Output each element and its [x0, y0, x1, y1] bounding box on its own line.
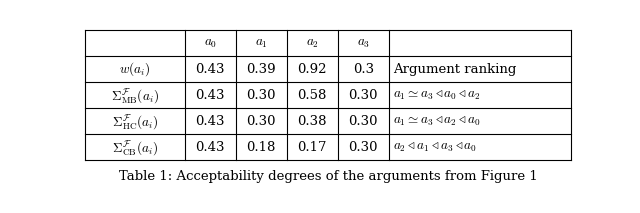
Text: $a_2$: $a_2$: [306, 37, 319, 50]
Text: 0.43: 0.43: [195, 63, 225, 76]
Text: $w(a_i)$: $w(a_i)$: [119, 60, 150, 78]
Text: 0.43: 0.43: [195, 89, 225, 102]
Text: $a_1$: $a_1$: [255, 37, 268, 50]
Text: 0.38: 0.38: [298, 115, 327, 128]
Text: $a_0$: $a_0$: [204, 37, 217, 50]
Text: $a_3$: $a_3$: [356, 37, 370, 50]
Text: 0.18: 0.18: [246, 141, 276, 154]
Text: Argument ranking: Argument ranking: [393, 63, 516, 76]
Text: $a_1 \simeq a_3 \triangleleft a_0 \triangleleft a_2$: $a_1 \simeq a_3 \triangleleft a_0 \trian…: [393, 89, 481, 102]
Text: $\Sigma^{\mathcal{F}}_{\mathrm{HC}}(a_i)$: $\Sigma^{\mathcal{F}}_{\mathrm{HC}}(a_i)…: [111, 112, 158, 131]
Text: 0.30: 0.30: [349, 89, 378, 102]
Text: 0.30: 0.30: [349, 115, 378, 128]
Text: 0.43: 0.43: [195, 141, 225, 154]
Text: 0.17: 0.17: [298, 141, 327, 154]
Text: 0.30: 0.30: [349, 141, 378, 154]
Text: $\Sigma^{\mathcal{F}}_{\mathrm{CB}}(a_i)$: $\Sigma^{\mathcal{F}}_{\mathrm{CB}}(a_i)…: [112, 138, 158, 157]
Text: 0.30: 0.30: [246, 115, 276, 128]
Text: 0.3: 0.3: [353, 63, 374, 76]
Text: $a_2 \triangleleft a_1 \triangleleft a_3 \triangleleft a_0$: $a_2 \triangleleft a_1 \triangleleft a_3…: [393, 140, 477, 154]
Text: $a_1 \simeq a_3 \triangleleft a_2 \triangleleft a_0$: $a_1 \simeq a_3 \triangleleft a_2 \trian…: [393, 115, 481, 128]
Text: 0.92: 0.92: [298, 63, 327, 76]
Text: 0.39: 0.39: [246, 63, 276, 76]
Text: Table 1: Acceptability degrees of the arguments from Figure 1: Table 1: Acceptability degrees of the ar…: [118, 170, 538, 183]
Text: 0.58: 0.58: [298, 89, 327, 102]
Text: 0.43: 0.43: [195, 115, 225, 128]
Text: $\Sigma^{\mathcal{F}}_{\mathrm{MB}}(a_i)$: $\Sigma^{\mathcal{F}}_{\mathrm{MB}}(a_i)…: [111, 86, 159, 105]
Text: 0.30: 0.30: [246, 89, 276, 102]
